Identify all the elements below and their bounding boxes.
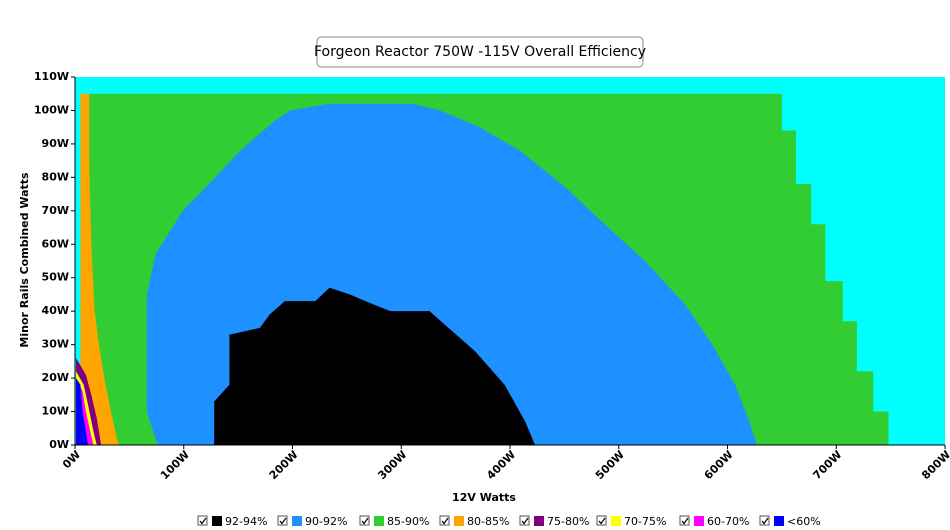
legend-check (279, 517, 287, 525)
legend: 92-94% 90-92% 85-90% 80-85% 75-80% 70-75% 60-7… (197, 515, 821, 528)
x-tick-label: 100W (158, 448, 192, 482)
legend-item[interactable]: 92-94% (197, 515, 267, 528)
y-tick-label: 50W (42, 271, 69, 284)
legend-swatch (611, 516, 621, 526)
legend-label: 60-70% (707, 515, 749, 528)
legend-checkbox[interactable] (197, 515, 208, 526)
x-axis-title: 12V Watts (452, 491, 516, 504)
legend-item[interactable]: 60-70% (679, 515, 749, 528)
y-tick-label: 30W (42, 338, 69, 351)
y-tick-label: 80W (42, 170, 69, 183)
legend-check (361, 517, 369, 525)
legend-label: <60% (787, 515, 821, 528)
legend-swatch (374, 516, 384, 526)
legend-check (598, 517, 606, 525)
legend-item[interactable]: 75-80% (519, 515, 589, 528)
legend-item[interactable]: 70-75% (596, 515, 666, 528)
legend-checkbox[interactable] (519, 515, 530, 526)
legend-swatch (454, 516, 464, 526)
legend-swatch (534, 516, 544, 526)
legend-checkbox[interactable] (596, 515, 607, 526)
efficiency-region (80, 93, 119, 446)
x-tick-label: 800W (919, 448, 950, 482)
legend-label: 80-85% (467, 515, 509, 528)
y-tick-label: 60W (42, 237, 69, 250)
legend-checkbox[interactable] (759, 515, 770, 526)
regions (76, 93, 889, 446)
x-tick-label: 500W (593, 448, 627, 482)
legend-check (521, 517, 529, 525)
legend-check (681, 517, 689, 525)
legend-label: 70-75% (624, 515, 666, 528)
y-tick-label: 70W (42, 204, 69, 217)
x-tick-label: 700W (810, 448, 844, 482)
legend-item[interactable]: 85-90% (359, 515, 429, 528)
y-tick-label: 110W (34, 70, 69, 83)
legend-check (199, 517, 207, 525)
y-tick-label: 40W (42, 304, 69, 317)
legend-label: 90-92% (305, 515, 347, 528)
legend-checkbox[interactable] (439, 515, 450, 526)
chart-title: Forgeon Reactor 750W -115V Overall Effic… (314, 44, 646, 60)
legend-swatch (694, 516, 704, 526)
x-tick-label: 0W (60, 448, 83, 471)
y-tick-label: 20W (42, 371, 69, 384)
legend-checkbox[interactable] (679, 515, 690, 526)
legend-checkbox[interactable] (277, 515, 288, 526)
legend-label: 85-90% (387, 515, 429, 528)
legend-checkbox[interactable] (359, 515, 370, 526)
title-box (316, 36, 644, 68)
y-tick-label: 0W (49, 438, 69, 451)
y-tick-label: 90W (42, 137, 69, 150)
legend-swatch (774, 516, 784, 526)
y-axis-title: Minor Rails Combined Watts (18, 172, 31, 348)
x-tick-label: 400W (484, 448, 518, 482)
efficiency-region (214, 287, 536, 445)
legend-label: 75-80% (547, 515, 589, 528)
legend-check (441, 517, 449, 525)
legend-item[interactable]: 80-85% (439, 515, 509, 528)
x-tick-label: 200W (267, 448, 301, 482)
efficiency-region (76, 378, 89, 445)
legend-swatch (212, 516, 222, 526)
legend-check (761, 517, 769, 525)
x-tick-label: 600W (702, 448, 736, 482)
y-tick-label: 10W (42, 405, 69, 418)
legend-item[interactable]: 90-92% (277, 515, 347, 528)
y-tick-label: 100W (34, 103, 69, 116)
x-tick-label: 300W (375, 448, 409, 482)
legend-label: 92-94% (225, 515, 267, 528)
legend-item[interactable]: <60% (759, 515, 821, 528)
legend-swatch (292, 516, 302, 526)
